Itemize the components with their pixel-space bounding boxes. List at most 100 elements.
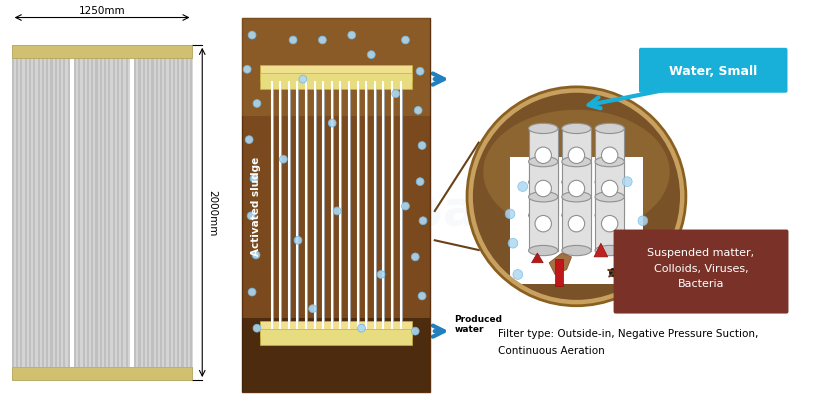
Bar (168, 58, 171, 367)
Circle shape (568, 148, 585, 164)
Bar (188, 58, 190, 367)
Bar (126, 58, 128, 367)
Circle shape (467, 87, 686, 306)
Circle shape (568, 216, 585, 232)
Text: 2000mm: 2000mm (207, 190, 217, 236)
Circle shape (250, 175, 258, 183)
Bar (74, 58, 76, 367)
Circle shape (401, 202, 410, 211)
Bar (529, 197, 558, 251)
Bar (94, 58, 95, 367)
Bar (128, 58, 130, 367)
Bar (112, 58, 115, 367)
Circle shape (333, 207, 341, 215)
Circle shape (328, 120, 336, 128)
Circle shape (411, 327, 420, 335)
Bar (87, 58, 89, 367)
Text: 1250mm: 1250mm (79, 6, 126, 15)
Ellipse shape (529, 211, 558, 221)
Circle shape (411, 254, 420, 261)
Circle shape (279, 156, 287, 164)
Bar (21, 58, 22, 367)
Ellipse shape (595, 192, 624, 202)
Ellipse shape (562, 192, 591, 202)
Polygon shape (594, 243, 608, 257)
Circle shape (568, 181, 585, 197)
Ellipse shape (562, 211, 591, 221)
Text: Water, Small: Water, Small (669, 65, 757, 78)
Circle shape (309, 305, 317, 313)
Bar (50, 58, 53, 367)
Bar (562, 129, 591, 183)
Circle shape (632, 249, 642, 258)
FancyBboxPatch shape (639, 49, 787, 94)
Ellipse shape (562, 124, 591, 134)
Bar (260, 322, 412, 337)
Ellipse shape (484, 111, 670, 234)
Bar (184, 58, 186, 367)
Bar (145, 58, 147, 367)
Bar (529, 162, 558, 216)
Ellipse shape (529, 157, 558, 167)
Bar (260, 66, 412, 82)
Ellipse shape (529, 177, 558, 188)
Bar (61, 58, 63, 367)
Circle shape (294, 237, 302, 245)
Bar (57, 58, 59, 367)
Ellipse shape (529, 192, 558, 202)
Text: Alibaba: Alibaba (265, 188, 478, 235)
Bar (140, 58, 143, 367)
Circle shape (635, 265, 644, 275)
Bar (510, 158, 643, 285)
Circle shape (319, 37, 326, 45)
Bar (59, 58, 61, 367)
Bar (555, 259, 562, 286)
Text: Suspended matter,
Colloids, Viruses,
Bacteria: Suspended matter, Colloids, Viruses, Bac… (648, 247, 754, 288)
Bar (167, 58, 168, 367)
Circle shape (253, 324, 261, 332)
Bar (98, 58, 99, 367)
Text: Produced
water: Produced water (454, 314, 502, 333)
Bar (67, 58, 70, 367)
Text: Activated sludge: Activated sludge (251, 156, 261, 255)
Bar (260, 329, 412, 345)
Bar (173, 58, 175, 367)
Bar (175, 58, 177, 367)
Bar (11, 367, 192, 380)
Bar (85, 58, 87, 367)
Polygon shape (531, 254, 544, 263)
Bar (66, 58, 67, 367)
Bar (242, 19, 430, 392)
Bar (562, 197, 591, 251)
Bar (106, 58, 108, 367)
Bar (162, 58, 164, 367)
Bar (595, 162, 624, 216)
Bar (38, 58, 39, 367)
Bar (529, 129, 558, 183)
Bar (134, 58, 136, 367)
Bar (154, 58, 156, 367)
Bar (136, 58, 139, 367)
Bar (102, 58, 104, 367)
Ellipse shape (595, 246, 624, 256)
Circle shape (248, 32, 256, 40)
Bar (91, 58, 94, 367)
Circle shape (401, 37, 410, 45)
Bar (46, 58, 48, 367)
Bar (156, 58, 158, 367)
Ellipse shape (529, 124, 558, 134)
Bar (186, 58, 188, 367)
Circle shape (299, 76, 307, 84)
Bar (595, 129, 624, 183)
Circle shape (348, 32, 355, 40)
Circle shape (420, 217, 427, 225)
Circle shape (392, 91, 400, 98)
Circle shape (609, 269, 618, 277)
Bar (122, 58, 123, 367)
Ellipse shape (595, 157, 624, 167)
Bar (63, 58, 66, 367)
Bar (29, 58, 31, 367)
Bar (89, 58, 91, 367)
Bar (139, 58, 140, 367)
Bar (160, 58, 162, 367)
